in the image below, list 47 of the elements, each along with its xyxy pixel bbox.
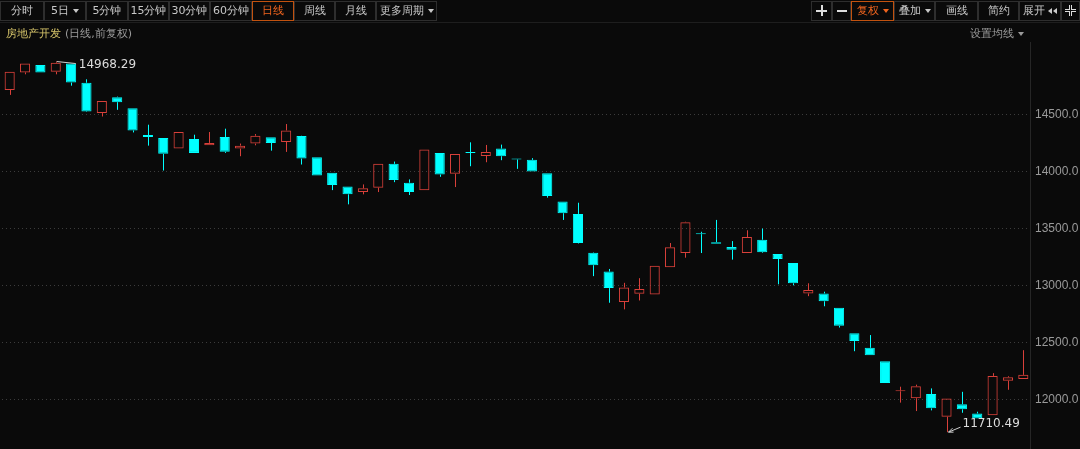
candlestick <box>265 137 276 152</box>
candlestick <box>66 63 77 87</box>
text: 设置均线 <box>970 26 1015 41</box>
candlestick <box>757 228 768 253</box>
chart-subtitle: (日线,前复权) <box>65 27 133 40</box>
text: 15分钟 <box>130 4 167 17</box>
candlestick <box>127 108 138 133</box>
text: 周线 <box>303 4 326 17</box>
text: 5日 <box>51 4 69 17</box>
text: 5分钟 <box>92 4 122 17</box>
candlestick <box>342 186 353 205</box>
text: 更多周期 <box>379 4 424 17</box>
annotation: 14968.29 <box>78 56 137 71</box>
text: 60分钟 <box>213 4 249 17</box>
text: 月线 <box>344 4 367 17</box>
candlestick <box>112 97 123 111</box>
candlestick <box>726 240 737 261</box>
candlestick <box>142 124 153 147</box>
candlestick <box>81 78 92 112</box>
text: 分时 <box>11 4 33 17</box>
y-tick-label: 12000.0 <box>1035 391 1079 406</box>
candlestick <box>588 252 599 277</box>
text: 30分钟 <box>171 4 208 17</box>
text: 叠加 <box>898 4 921 17</box>
y-tick-label: 12500.0 <box>1035 334 1079 349</box>
candlestick <box>557 201 568 221</box>
candlestick <box>542 173 553 199</box>
text: 日线 <box>262 4 284 17</box>
chart-title: 房地产开发 <box>6 27 61 40</box>
candlestick <box>956 391 967 414</box>
y-tick-label: 13000.0 <box>1035 277 1079 292</box>
candlestick <box>465 141 476 167</box>
candlestick <box>849 333 860 352</box>
text: 画线 <box>945 4 968 17</box>
candlestick <box>772 253 783 285</box>
annotation: 11710.49 <box>962 416 1020 431</box>
text: 展开 <box>1023 4 1045 17</box>
y-tick-label: 13500.0 <box>1035 220 1079 235</box>
text: 复权 <box>856 4 879 17</box>
candlestick <box>572 202 583 244</box>
candlestick <box>296 135 307 166</box>
candlestick <box>787 263 799 286</box>
y-tick-label: 14000.0 <box>1035 164 1079 178</box>
candlestick <box>833 307 845 329</box>
candlestick <box>434 152 445 178</box>
text: 简约 <box>987 4 1010 17</box>
y-tick-label: 14500.0 <box>1035 107 1079 122</box>
